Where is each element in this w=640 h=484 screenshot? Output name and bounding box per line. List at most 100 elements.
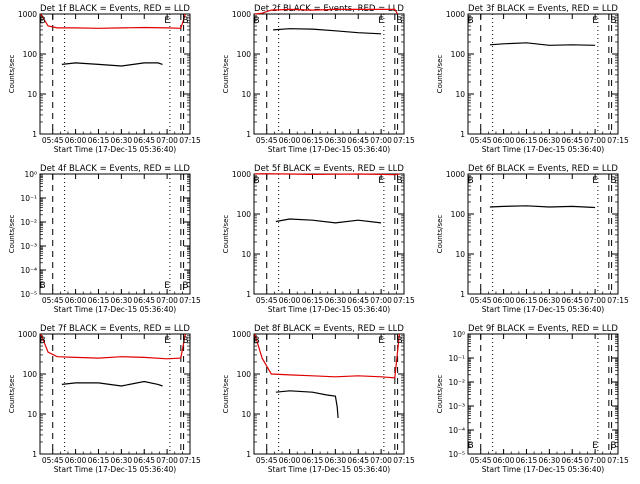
y-tick-label: 1 [32,450,37,459]
y-tick-label: 10⁻¹ [20,194,37,203]
y-tick-label: 100 [237,370,252,379]
y-tick-label: 10⁻⁴ [20,266,37,275]
x-tick-label: 06:15 [88,296,110,305]
lld-series-line [254,333,400,379]
y-tick-label: 10 [27,410,37,419]
event-marker-label: B [468,16,474,26]
x-axis-label: Start Time (17-Dec-15 05:36:40) [54,145,176,154]
detector-panel-7: Det 7f BLACK = Events, RED = LLD 1 10 100 10… [8,324,201,474]
x-tick-label: 06:00 [493,296,515,305]
x-tick-label: 06:00 [279,296,301,305]
y-tick-label: 1000 [232,10,251,19]
y-axis-label: Counts/sec [222,55,230,94]
y-tick-label: 10⁰ [452,330,465,339]
x-tick-label: 07:00 [156,456,178,465]
x-tick-label: 06:45 [133,296,155,305]
event-marker-label: E [378,336,384,346]
x-tick-label: 06:30 [325,296,347,305]
event-marker-label: B [468,441,474,451]
x-tick-label: 07:15 [393,296,415,305]
x-tick-label: 06:45 [347,136,369,145]
x-tick-label: 05:45 [256,296,278,305]
y-tick-label: 1000 [232,330,251,339]
x-tick-label: 07:00 [156,296,178,305]
x-tick-label: 06:00 [279,456,301,465]
x-tick-label: 06:00 [65,136,87,145]
x-tick-label: 06:45 [561,136,583,145]
y-tick-label: 1000 [232,170,251,179]
x-tick-label: 06:30 [539,136,561,145]
x-tick-label: 07:00 [370,456,392,465]
x-tick-label: 06:15 [516,136,538,145]
x-tick-label: 05:45 [42,296,64,305]
event-marker-label: E [592,441,598,451]
y-tick-label: 10 [241,410,251,419]
plot-frame [253,333,405,455]
x-axis-label: Start Time (17-Dec-15 05:36:40) [268,305,390,314]
y-tick-label: 1000 [446,170,465,179]
y-tick-label: 10⁻⁵ [20,290,37,299]
plot-frame [467,173,619,295]
plot-frame [39,173,191,295]
detector-panel-8: Det 8f BLACK = Events, RED = LLD 1 10 100 10… [222,324,415,474]
x-axis-label: Start Time (17-Dec-15 05:36:40) [268,465,390,474]
plot-frame [467,333,619,455]
event-marker-label: B [254,16,260,26]
x-tick-label: 06:45 [347,296,369,305]
x-tick-label: 06:45 [133,456,155,465]
y-tick-label: 10⁻² [448,378,465,387]
x-tick-label: 05:45 [470,296,492,305]
x-tick-label: 06:15 [302,136,324,145]
y-axis-label: Counts/sec [436,55,444,94]
x-tick-label: 05:45 [470,136,492,145]
event-marker-label: B [468,176,474,186]
x-tick-label: 06:15 [88,456,110,465]
plot-frame [253,173,405,295]
x-tick-label: 06:45 [561,456,583,465]
x-tick-label: 07:00 [584,296,606,305]
x-tick-label: 07:15 [393,136,415,145]
y-tick-label: 10 [241,90,251,99]
x-tick-label: 06:30 [111,136,133,145]
x-axis-label: Start Time (17-Dec-15 05:36:40) [482,145,604,154]
y-tick-label: 10 [455,90,465,99]
y-tick-label: 10 [241,250,251,259]
x-tick-label: 05:45 [42,456,64,465]
lld-series-line [40,333,186,360]
plot-frame [467,13,619,135]
y-tick-label: 100 [23,50,38,59]
x-tick-label: 06:45 [133,136,155,145]
x-tick-label: 06:00 [65,456,87,465]
panel-title: Det 7f BLACK = Events, RED = LLD [40,324,190,334]
x-tick-label: 06:00 [279,136,301,145]
x-tick-label: 06:00 [65,296,87,305]
y-tick-label: 10 [455,250,465,259]
x-axis-label: Start Time (17-Dec-15 05:36:40) [54,465,176,474]
x-axis-label: Start Time (17-Dec-15 05:36:40) [482,305,604,314]
y-tick-label: 10⁻³ [448,402,465,411]
y-axis-label: Counts/sec [436,215,444,254]
x-tick-label: 07:00 [584,456,606,465]
x-tick-label: 06:15 [302,296,324,305]
plot-frame [253,13,405,135]
event-marker-label: B [610,441,616,451]
x-tick-label: 07:00 [156,136,178,145]
event-marker-label: B [610,176,616,186]
x-tick-label: 06:30 [325,456,347,465]
panel-title: Det 8f BLACK = Events, RED = LLD [254,324,404,334]
y-tick-label: 10⁻¹ [448,354,465,363]
detector-panel-2: Det 2f BLACK = Events, RED = LLD11010010… [222,4,415,154]
lld-series-line [40,13,186,29]
panel-title: Det 5f BLACK = Events, RED = LLD [254,164,404,174]
x-tick-label: 06:45 [561,296,583,305]
y-axis-label: Counts/sec [8,375,16,414]
y-tick-label: 10⁻⁴ [448,426,465,435]
y-tick-label: 10⁻³ [20,242,37,251]
y-tick-label: 10⁻² [20,218,37,227]
x-tick-label: 05:45 [256,456,278,465]
detector-panel-4: Det 4f BLACK = Events, RED = LLD 10⁻⁵ 10⁻⁴… [8,164,201,314]
x-tick-label: 05:45 [256,136,278,145]
event-marker-label: B [40,16,46,26]
events-series-line [275,218,382,224]
x-tick-label: 07:00 [370,296,392,305]
